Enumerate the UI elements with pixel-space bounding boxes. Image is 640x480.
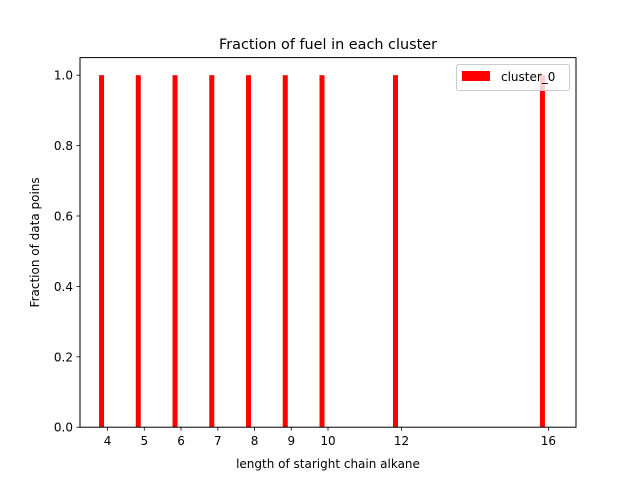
y-tick-label: 1.0 (54, 69, 73, 83)
x-tick-label: 10 (320, 434, 335, 448)
x-tick-label: 4 (104, 434, 112, 448)
bar-7 (209, 75, 215, 428)
bar-6 (172, 75, 178, 428)
x-axis-ticks: 4 5 6 7 8 9 10 12 16 (104, 427, 556, 448)
bar-10 (319, 75, 325, 428)
legend-swatch (462, 71, 490, 81)
x-axis-label: length of staright chain alkane (236, 457, 420, 471)
bars (99, 75, 545, 428)
bar-16 (539, 75, 545, 428)
y-tick-label: 0.0 (54, 421, 73, 435)
bar-12 (392, 75, 398, 428)
x-tick-label: 8 (251, 434, 259, 448)
y-tick-label: 0.8 (54, 139, 73, 153)
x-tick-label: 7 (214, 434, 222, 448)
x-tick-label: 6 (177, 434, 185, 448)
y-tick-label: 0.6 (54, 210, 73, 224)
x-tick-label: 16 (541, 434, 556, 448)
x-tick-label: 12 (394, 434, 409, 448)
y-axis-label: Fraction of data poins (28, 177, 42, 307)
y-tick-label: 0.4 (54, 280, 73, 294)
bar-8 (246, 75, 252, 428)
bar-5 (135, 75, 141, 428)
x-tick-label: 5 (140, 434, 148, 448)
plot-frame (79, 57, 577, 428)
y-tick-label: 0.2 (54, 350, 73, 364)
x-tick-label: 9 (287, 434, 295, 448)
y-axis-ticks: 0.0 0.2 0.4 0.6 0.8 1.0 (54, 69, 80, 435)
bar-4 (99, 75, 105, 428)
legend-label: cluster_0 (501, 70, 555, 84)
chart-title: Fraction of fuel in each cluster (219, 37, 437, 53)
bar-9 (282, 75, 288, 428)
legend: cluster_0 (456, 64, 570, 91)
